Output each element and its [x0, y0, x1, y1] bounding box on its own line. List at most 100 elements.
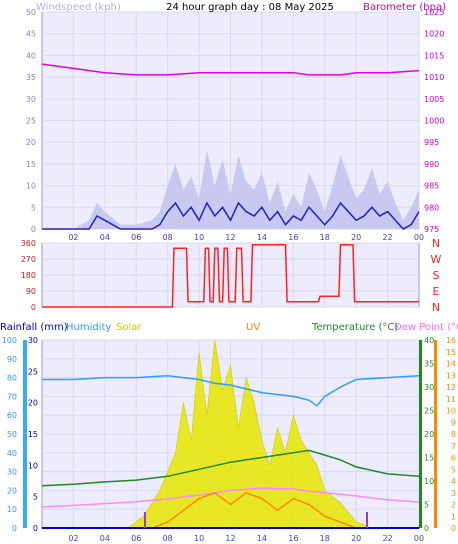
wind-left-tick: 10	[26, 182, 36, 191]
humidity-axis-ticks: 0 10 20 30 40 50 60 70 80 90 100	[2, 336, 17, 533]
barometer-right-tick: 990	[424, 160, 439, 169]
wind-left-tick: 35	[26, 73, 36, 82]
compass-label: W	[431, 253, 442, 266]
humidity-tick: 40	[7, 449, 17, 458]
uv-tick: 12	[446, 383, 456, 392]
uv-tick: 7	[451, 442, 456, 451]
humidity-tick: 50	[7, 430, 17, 439]
wind-x-tick: 02	[68, 233, 78, 242]
uv-tick: 11	[446, 395, 456, 404]
temperature-label: Temperature (°C)	[311, 322, 398, 333]
barometer-right-tick: 985	[424, 182, 439, 191]
temperature-tick: 10	[424, 477, 434, 486]
rainfall-axis-ticks: 0 5 10 15 20 25 30	[28, 336, 38, 533]
uv-tick: 9	[451, 418, 456, 427]
temperature-tick: 0	[424, 524, 429, 533]
wind-left-tick: 45	[26, 30, 36, 39]
windspeed-line	[42, 201, 420, 230]
temperature-tick: 15	[424, 454, 434, 463]
wind-left-tick: 0	[31, 225, 36, 234]
direction-grid	[42, 242, 419, 308]
barometer-line	[41, 63, 420, 76]
direction-left-ticks: 0 90 180 270 360	[21, 239, 36, 312]
temp-axis-bar	[419, 340, 422, 528]
conditions-x-tick: 04	[100, 534, 110, 543]
wind-x-tick: 08	[163, 233, 173, 242]
conditions-x-tick: 18	[320, 534, 330, 543]
rainfall-tick: 30	[28, 336, 38, 345]
barometer-right-tick: 1020	[424, 30, 444, 39]
solar-area	[42, 339, 419, 529]
uv-line	[42, 491, 419, 529]
rainfall-tick: 25	[28, 367, 38, 376]
dew-point-line	[41, 487, 420, 508]
direction-tick: 90	[26, 287, 36, 296]
barometer-right-tick: 1015	[424, 51, 444, 60]
conditions-x-tick: 06	[131, 534, 141, 543]
barometer-right-tick: 995	[424, 138, 439, 147]
wind-x-tick: 10	[194, 233, 204, 242]
compass-label: S	[433, 269, 440, 282]
uv-tick: 5	[451, 465, 456, 474]
dew-point-label: Dew Point (°C)	[394, 322, 458, 333]
wind-x-tick: 20	[351, 233, 361, 242]
rainfall-label: Rainfall (mm)	[0, 322, 68, 333]
temperature-tick: 30	[424, 383, 434, 392]
barometer-right-tick: 1025	[424, 8, 444, 17]
chart-title: 24 hour graph day : 08 May 2025	[166, 2, 334, 13]
gust-area	[42, 150, 419, 229]
compass-label: N	[432, 237, 440, 250]
conditions-x-tick: 10	[194, 534, 204, 543]
wind-left-tick: 50	[26, 8, 36, 17]
temperature-tick: 40	[424, 336, 434, 345]
wind-left-tick: 30	[26, 95, 36, 104]
wind-x-ticks: 02 04 06 08 10 12 14 16 18 20 22 00	[68, 233, 424, 242]
temperature-tick: 5	[424, 501, 429, 510]
windspeed-label: Windspeed (kph)	[36, 2, 121, 13]
temperature-line	[41, 449, 420, 487]
wind-x-tick: 22	[382, 233, 392, 242]
rainfall-tick: 10	[28, 461, 38, 470]
barometer-right-tick: 1005	[424, 95, 444, 104]
barometer-right-ticks: 975 980 985 990 995 1000 1005 1010 1015 1020 1025	[424, 8, 444, 234]
wind-left-tick: 25	[26, 117, 36, 126]
wind-x-tick: 06	[131, 233, 141, 242]
wind-x-tick: 16	[288, 233, 298, 242]
uv-tick: 1	[451, 512, 456, 521]
wind-left-tick: 5	[31, 203, 36, 212]
conditions-x-tick: 22	[382, 534, 392, 543]
wind-x-tick: 12	[225, 233, 235, 242]
compass-label: N	[432, 301, 440, 314]
wind-x-tick: 00	[414, 233, 424, 242]
humidity-line	[42, 374, 420, 407]
wind-direction-line	[42, 244, 419, 308]
barometer-right-tick: 980	[424, 203, 439, 212]
direction-tick: 270	[21, 255, 36, 264]
temperature-axis-ticks: 0 5 10 15 20 25 30 35 40	[424, 336, 434, 533]
uv-tick: 8	[451, 430, 456, 439]
direction-tick: 360	[21, 239, 36, 248]
temperature-tick: 20	[424, 430, 434, 439]
uv-tick: 10	[446, 407, 456, 416]
wind-x-tick: 18	[320, 233, 330, 242]
wind-left-tick: 15	[26, 160, 36, 169]
rainfall-tick: 0	[33, 524, 38, 533]
conditions-x-ticks: 02 04 06 08 10 12 14 16 18 20 22 00	[68, 534, 424, 543]
uv-tick: 4	[451, 477, 456, 486]
humidity-tick: 20	[7, 486, 17, 495]
direction-tick: 0	[31, 303, 36, 312]
direction-tick: 180	[21, 271, 36, 280]
uv-label: UV	[246, 322, 260, 333]
compass-label: E	[433, 285, 440, 298]
wind-left-ticks: 0 5 10 15 20 25 30 35 40 45 50	[26, 8, 36, 234]
rainfall-tick: 15	[28, 430, 38, 439]
uv-tick: 14	[446, 360, 456, 369]
wind-x-tick: 14	[257, 233, 267, 242]
conditions-x-tick: 12	[225, 534, 235, 543]
uv-tick: 15	[446, 348, 456, 357]
uv-tick: 3	[451, 489, 456, 498]
